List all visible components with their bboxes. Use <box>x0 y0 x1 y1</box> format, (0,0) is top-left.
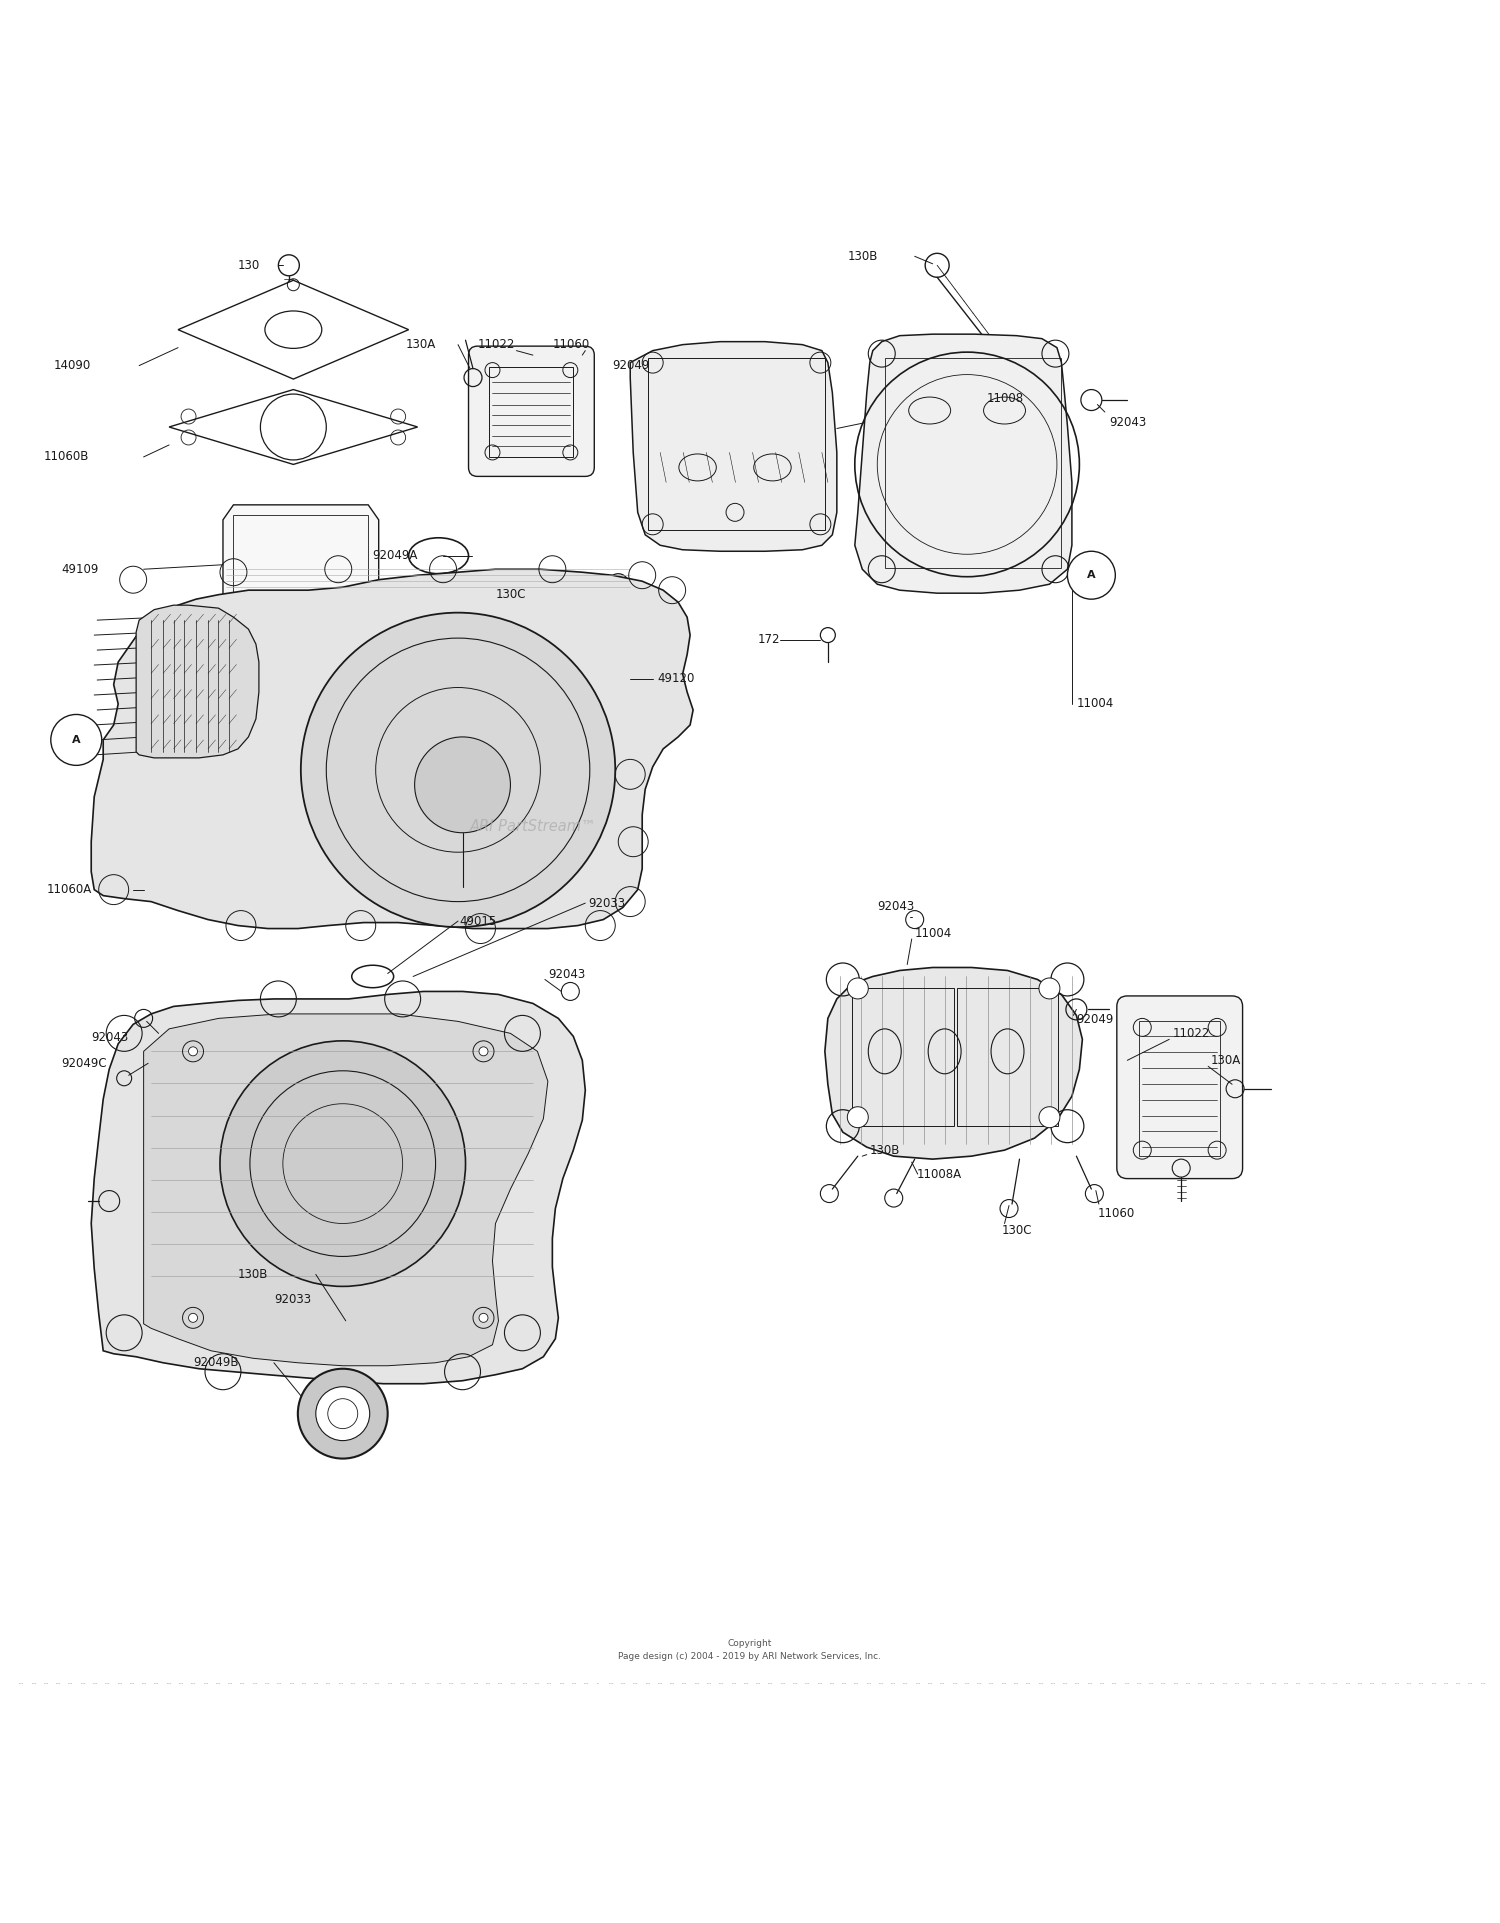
Bar <box>648 358 825 531</box>
Text: 92043: 92043 <box>548 969 585 981</box>
Text: 11022: 11022 <box>477 338 514 352</box>
Text: A: A <box>72 735 81 744</box>
Polygon shape <box>178 281 408 379</box>
Polygon shape <box>825 967 1083 1160</box>
Text: 130A: 130A <box>1210 1054 1242 1067</box>
Text: 11004: 11004 <box>915 927 952 940</box>
Text: 11022: 11022 <box>1172 1027 1209 1040</box>
Circle shape <box>298 1369 387 1458</box>
Text: 14090: 14090 <box>54 360 92 373</box>
Text: 130B: 130B <box>847 250 877 263</box>
Text: 92033: 92033 <box>588 896 626 910</box>
Bar <box>885 358 1062 567</box>
Text: 130A: 130A <box>405 338 436 352</box>
Text: 172: 172 <box>758 633 780 646</box>
Text: 49109: 49109 <box>62 563 99 575</box>
Text: ARI PartStream™: ARI PartStream™ <box>470 819 596 835</box>
Text: 130: 130 <box>238 260 260 271</box>
Text: A: A <box>1088 571 1095 581</box>
Text: 92049: 92049 <box>612 360 650 373</box>
Circle shape <box>189 1046 198 1056</box>
Circle shape <box>1068 552 1116 600</box>
Circle shape <box>189 1313 198 1323</box>
Bar <box>234 515 368 617</box>
Circle shape <box>316 1386 369 1440</box>
Text: 130B: 130B <box>238 1267 268 1281</box>
Text: 92049: 92049 <box>1077 1013 1114 1027</box>
Circle shape <box>926 254 950 277</box>
Circle shape <box>1040 1108 1060 1127</box>
Polygon shape <box>170 390 417 465</box>
Text: 130C: 130C <box>495 588 526 602</box>
Bar <box>852 988 954 1127</box>
Text: 92049C: 92049C <box>62 1058 106 1069</box>
Polygon shape <box>92 992 585 1385</box>
Circle shape <box>414 737 510 833</box>
Text: 92043: 92043 <box>1110 415 1146 429</box>
Text: 11060: 11060 <box>1098 1206 1134 1219</box>
FancyBboxPatch shape <box>1118 996 1242 1179</box>
Polygon shape <box>136 606 260 758</box>
Text: 49120: 49120 <box>657 671 694 685</box>
Text: 130B: 130B <box>870 1144 900 1156</box>
Circle shape <box>1040 979 1060 998</box>
Text: 11008: 11008 <box>987 392 1023 406</box>
Text: 92043: 92043 <box>92 1031 129 1044</box>
Circle shape <box>847 979 868 998</box>
Circle shape <box>478 1046 488 1056</box>
Bar <box>1140 1021 1220 1156</box>
Polygon shape <box>144 1013 548 1365</box>
Text: 49015: 49015 <box>459 915 497 927</box>
Polygon shape <box>224 506 378 625</box>
Text: 11008A: 11008A <box>916 1167 962 1181</box>
Circle shape <box>302 613 615 927</box>
Circle shape <box>220 1040 465 1286</box>
Text: 11004: 11004 <box>1077 698 1113 710</box>
Text: 11060B: 11060B <box>44 450 88 463</box>
Polygon shape <box>92 569 693 929</box>
Circle shape <box>51 715 102 765</box>
Circle shape <box>478 1313 488 1323</box>
Bar <box>957 988 1059 1127</box>
Polygon shape <box>855 335 1072 592</box>
FancyBboxPatch shape <box>468 346 594 477</box>
Bar <box>489 367 573 458</box>
Text: 92043: 92043 <box>878 900 915 913</box>
Text: 92033: 92033 <box>274 1294 310 1306</box>
Text: 11060: 11060 <box>552 338 590 352</box>
Polygon shape <box>630 342 837 552</box>
Text: 92049A: 92049A <box>372 550 419 562</box>
Text: 11060A: 11060A <box>46 883 92 896</box>
Circle shape <box>847 1108 868 1127</box>
Text: 92049B: 92049B <box>194 1356 238 1369</box>
Text: 130C: 130C <box>1002 1225 1032 1238</box>
Text: Copyright
Page design (c) 2004 - 2019 by ARI Network Services, Inc.: Copyright Page design (c) 2004 - 2019 by… <box>618 1640 882 1661</box>
